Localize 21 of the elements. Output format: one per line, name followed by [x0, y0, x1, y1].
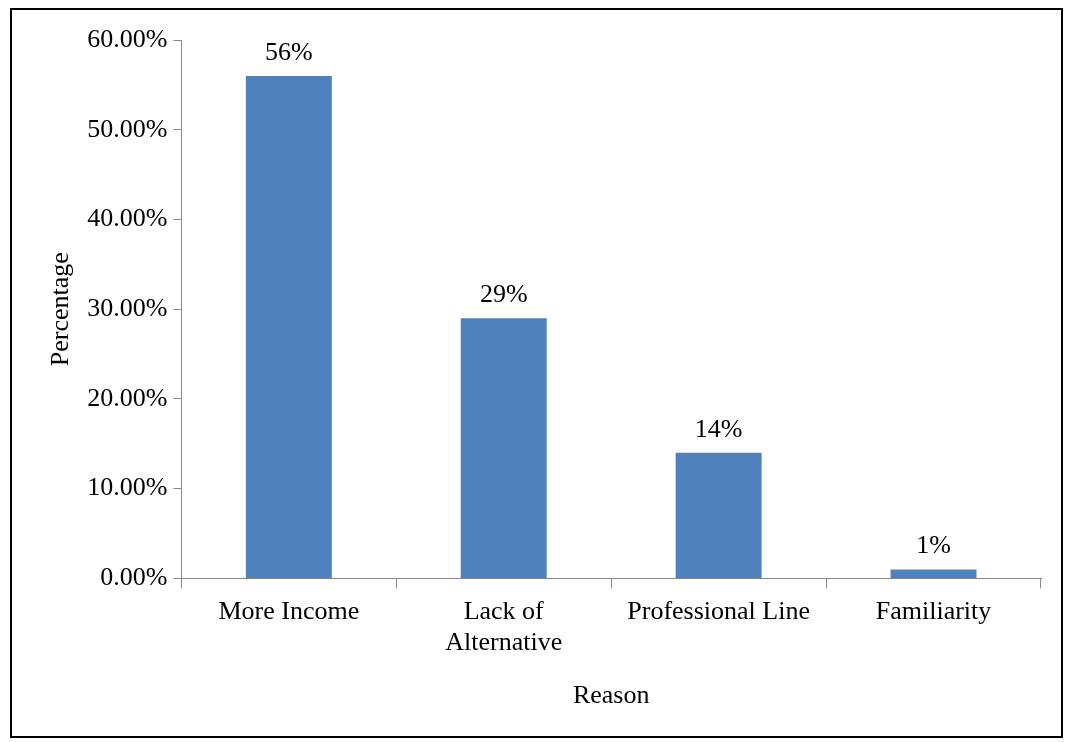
- y-tick-label: 20.00%: [87, 382, 168, 412]
- x-tick-label: More Income: [218, 595, 360, 625]
- y-axis-title: Percentage: [45, 252, 75, 367]
- data-label: 29%: [479, 279, 528, 308]
- y-tick-label: 10.00%: [87, 472, 168, 502]
- data-label: 1%: [916, 530, 951, 560]
- y-tick-label: 50.00%: [87, 113, 168, 143]
- y-tick-label: 40.00%: [87, 203, 168, 233]
- data-label: 56%: [264, 36, 313, 66]
- y-tick-label: 60.00%: [87, 23, 168, 53]
- x-tick-label: Familiarity: [875, 595, 992, 625]
- y-tick-label: 30.00%: [87, 293, 168, 323]
- x-tick-label: Professional Line: [627, 595, 810, 625]
- x-tick-label: Lack of Alternative: [445, 595, 563, 657]
- y-tick-label: 0.00%: [100, 562, 168, 592]
- bar: [460, 318, 547, 578]
- bar: [675, 452, 762, 578]
- x-axis-title: Reason: [572, 680, 650, 710]
- bar: [890, 569, 977, 578]
- bar: [245, 75, 332, 578]
- data-label: 14%: [694, 413, 743, 443]
